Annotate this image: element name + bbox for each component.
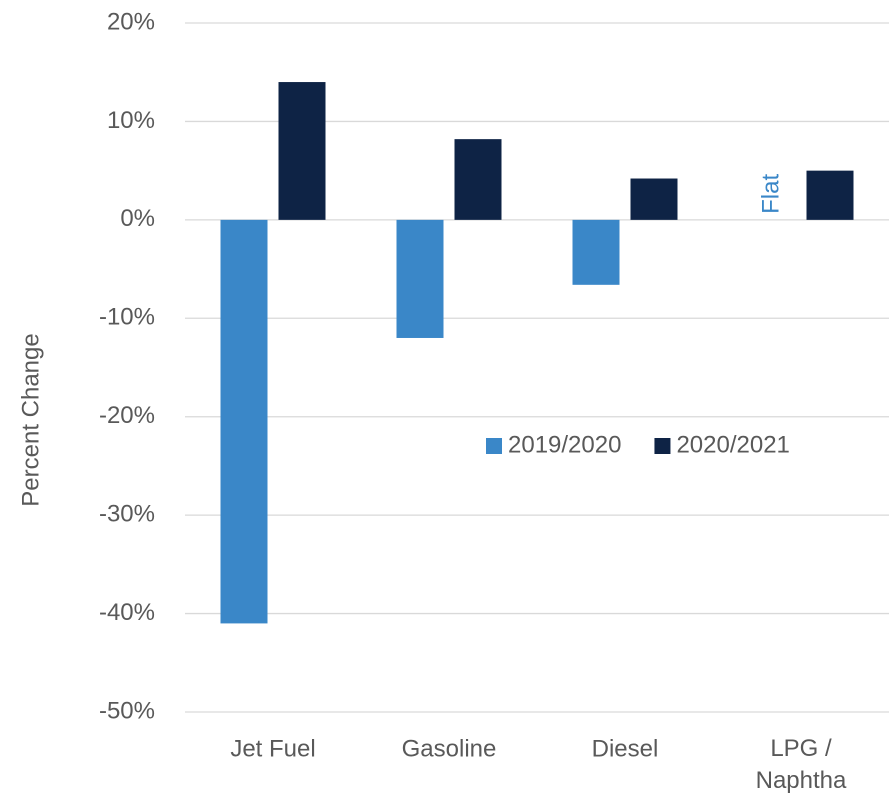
y-axis-label: Percent Change (17, 333, 44, 506)
legend-label: 2019/2020 (508, 431, 621, 458)
x-tick-label: Gasoline (402, 735, 497, 762)
y-tick-label: -20% (99, 402, 155, 429)
y-tick-label: 0% (120, 205, 155, 232)
y-tick-label: -40% (99, 599, 155, 626)
bar (278, 82, 326, 220)
x-tick-label: LPG / Naphtha (756, 735, 847, 794)
bar (806, 170, 854, 220)
y-tick-label: 20% (107, 8, 155, 35)
annotation: Flat (757, 174, 784, 214)
y-tick-label: -10% (99, 304, 155, 331)
y-tick-label: -50% (99, 697, 155, 724)
legend-swatch (654, 438, 671, 454)
bar (220, 219, 268, 624)
x-tick-label: Jet Fuel (230, 735, 315, 762)
bar (630, 178, 678, 220)
bar (572, 219, 620, 285)
bar (396, 219, 444, 338)
bar (454, 139, 502, 220)
y-tick-label: -30% (99, 500, 155, 527)
legend-swatch (486, 438, 502, 454)
y-tick-label: 10% (107, 107, 155, 134)
legend-label: 2020/2021 (676, 431, 789, 458)
x-tick-label: Diesel (592, 735, 659, 762)
